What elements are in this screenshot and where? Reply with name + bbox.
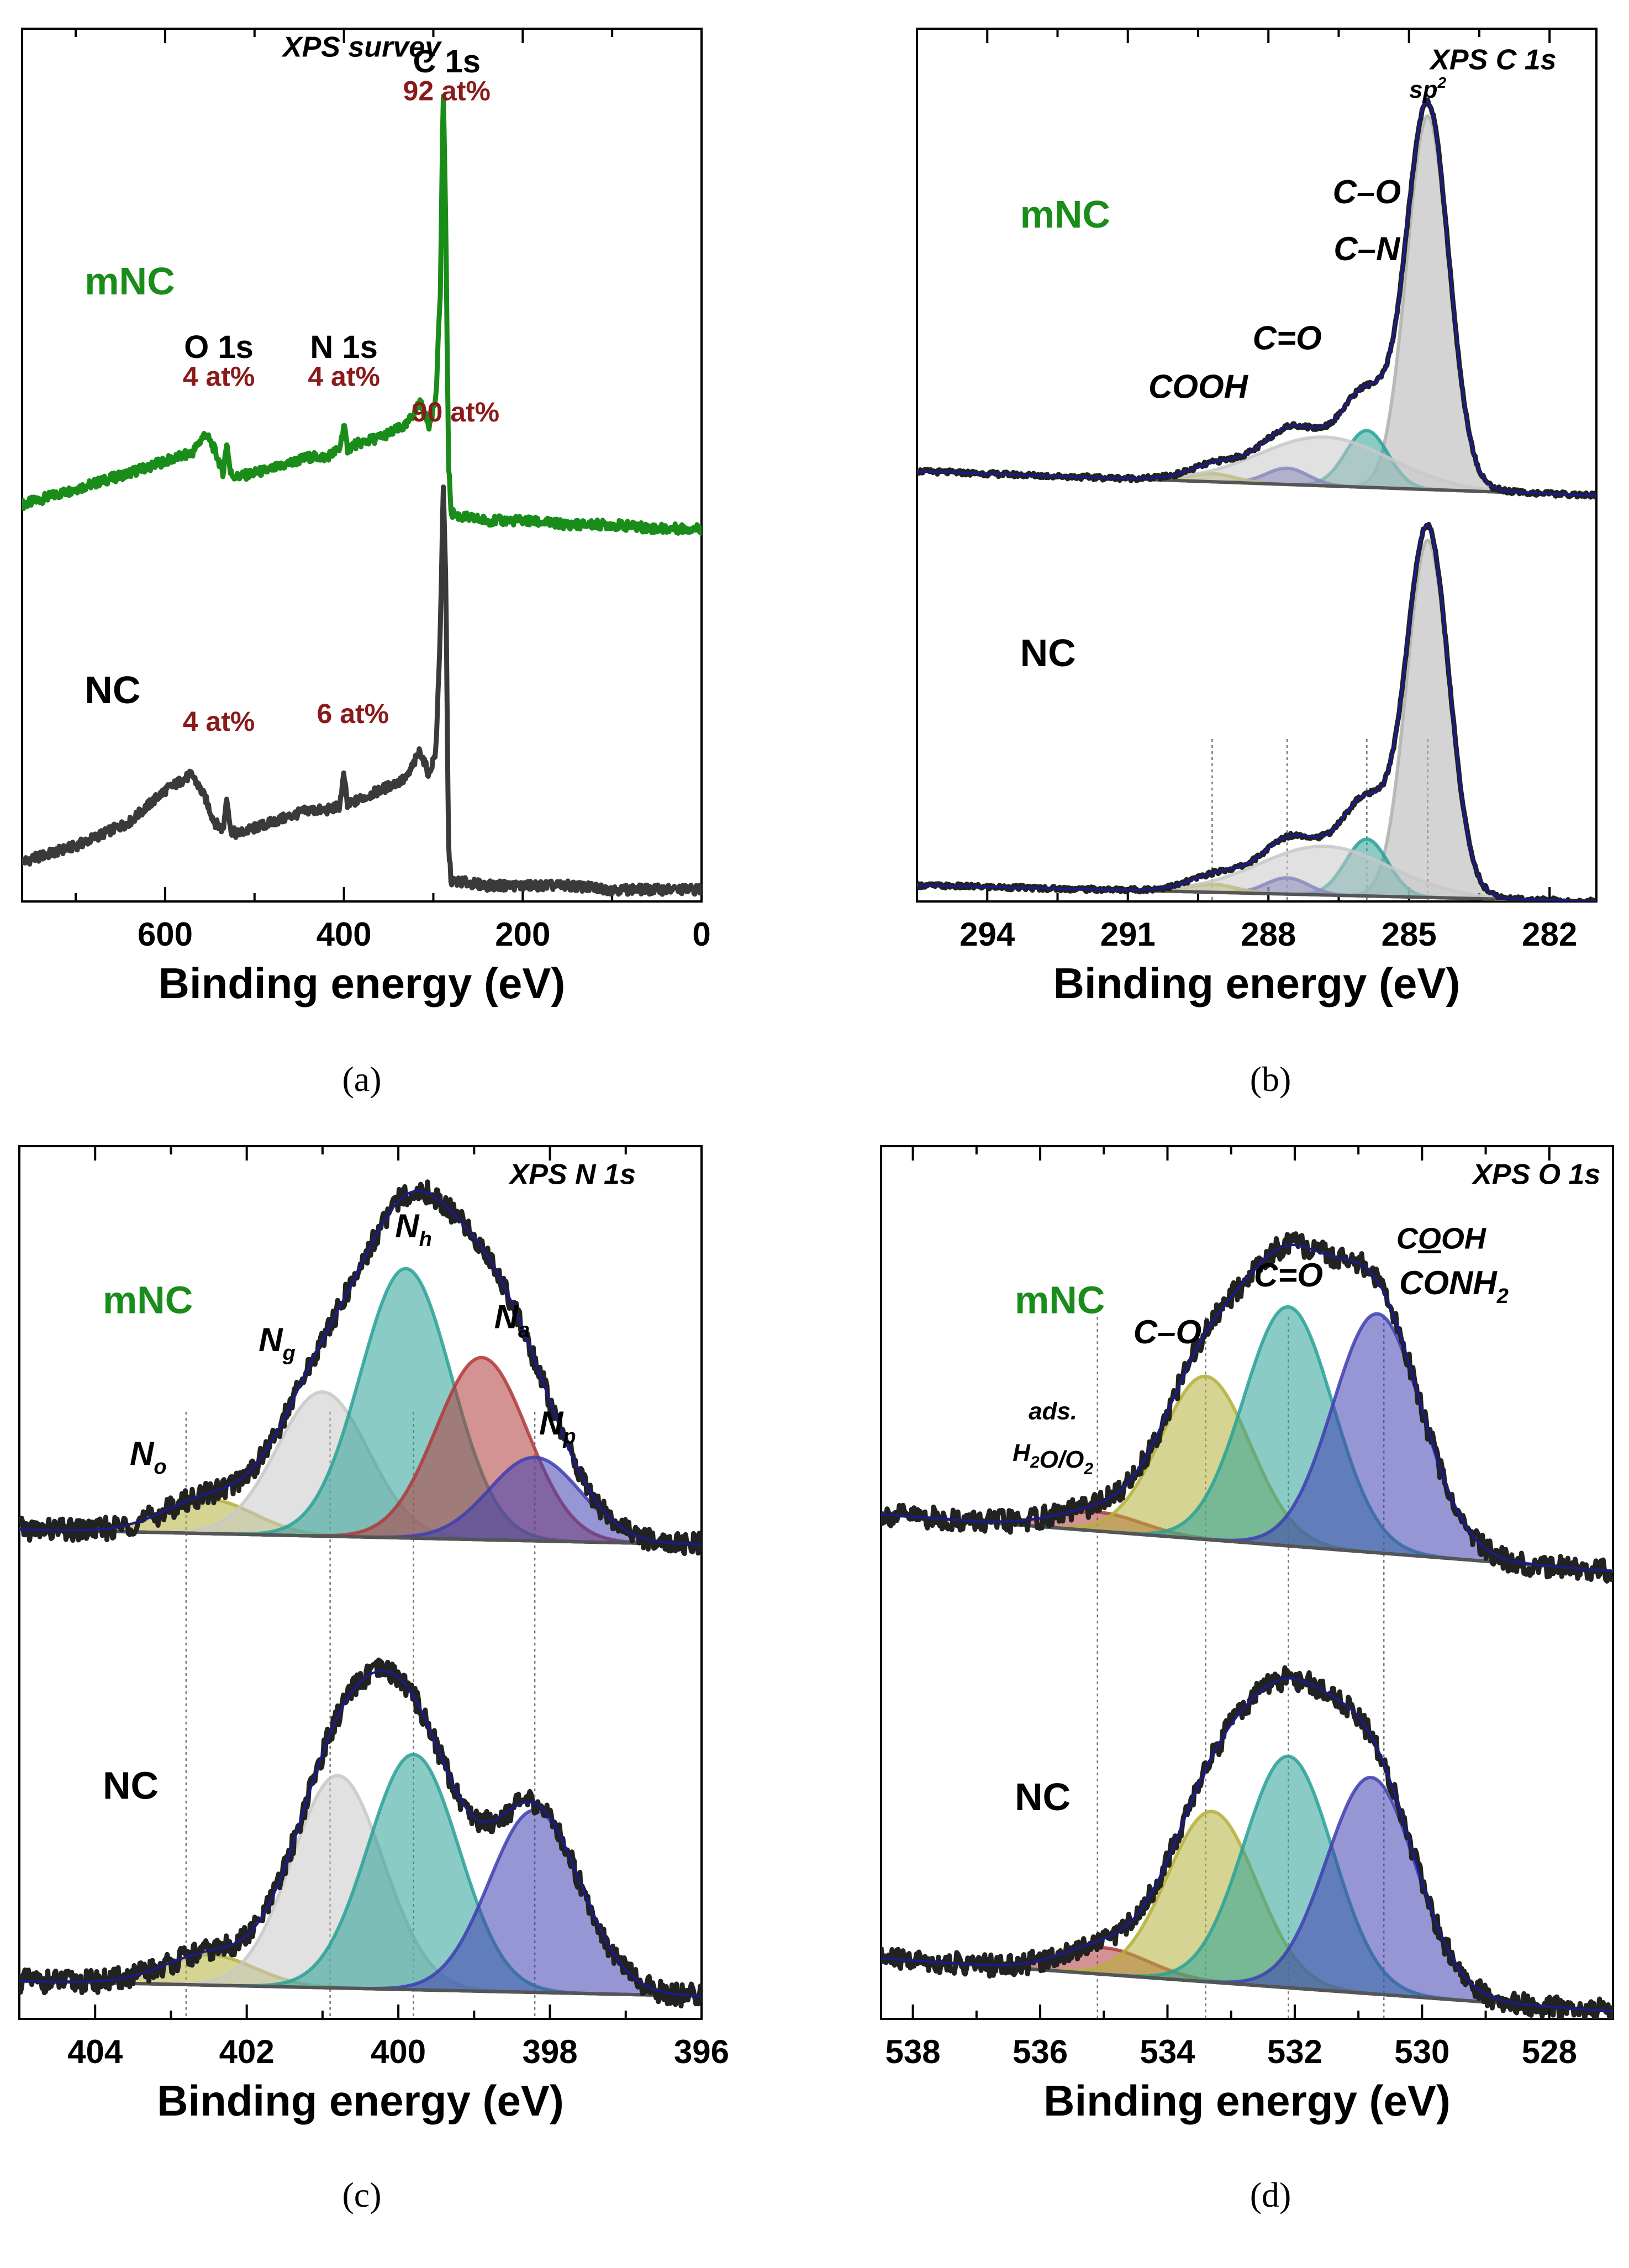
x-axis-label: Binding energy (eV) [1053,959,1461,1008]
plot-area [22,93,702,897]
x-tick-label: 528 [1522,2033,1577,2070]
annotation-o1s-mnc: 4 at% [183,361,255,392]
annotation-o1s-nc: 4 at% [183,706,255,737]
annotation-c-o: C–O [1134,1314,1201,1351]
x-tick-label: 600 [138,916,193,953]
x-axis-label: Binding energy (eV) [1043,2076,1451,2125]
x-tick-label: 538 [885,2033,941,2070]
annotation-label-nc: NC [1015,1775,1071,1818]
annotation-title: XPS C 1s [1428,44,1556,76]
raw-spectrum-NC [19,1657,702,2009]
annotation-c1s: C 1s [413,44,481,80]
fit-envelope-mNC [917,99,1596,497]
annotation-cn: C–N [1333,230,1401,267]
x-tick-label: 536 [1013,2033,1068,2070]
annotation-conh2: CONH2 [1399,1264,1509,1308]
plot-frame [21,28,703,903]
x-tick-label: 400 [371,2033,426,2070]
plot-frame [880,1145,1614,2020]
raw-spectrum-NC [917,521,1596,901]
x-axis-label: Binding energy (eV) [157,2076,564,2125]
x-tick-label: 398 [523,2033,578,2070]
fit-envelope-NC [917,524,1596,901]
annotation-c=o: C=O [1254,1257,1323,1294]
annotation-c1s-mnc: 92 at% [403,75,491,106]
panel-caption: (a) [342,1059,381,1099]
annotation-cooh: COOH [1148,368,1249,405]
component-sp2 [917,114,1596,498]
series-NC [22,484,702,897]
x-tick-label: 291 [1100,916,1156,953]
annotation-label-mnc: mNC [1015,1278,1105,1321]
x-tick-label: 294 [960,916,1015,953]
annotation-label-nc: NC [103,1764,159,1807]
x-tick-label: 534 [1140,2033,1195,2070]
annotation-co: C–O [1333,173,1401,210]
x-tick-label: 532 [1267,2033,1322,2070]
annotation-c=o: C=O [1253,320,1322,357]
annotation-label-nc: NC [1020,631,1076,674]
component-C=O [881,1305,1613,1573]
x-tick-label: 288 [1241,916,1296,953]
panel-b: 294 291 288 285 282 Binding energy (eV) (b) XPS… [916,28,1598,1099]
annotation-cooh: COOH [1396,1222,1486,1255]
series-mNC [22,93,702,536]
annotation-label-mnc: mNC [103,1278,193,1321]
annotation-no: No [130,1435,167,1479]
annotation-title: XPS survey [281,31,442,63]
x-tick-label: 404 [67,2033,123,2070]
x-tick-label: 396 [674,2033,729,2070]
annotation-h2o: H2O/O2 [1013,1439,1093,1478]
annotation-n1s-mnc: 4 at% [308,361,380,392]
annotation-label-nc: NC [85,668,140,711]
annotation-title: XPS O 1s [1471,1159,1600,1191]
fit-envelope-mNC [881,1244,1613,1573]
annotation-sp2: sp2 [1409,74,1446,103]
panel-c: 404 402 400 398 396 Binding energy (eV) (c) XPS… [18,1145,729,2214]
annotation-title: XPS N 1s [508,1159,636,1191]
plot-frame [916,28,1598,903]
panel-a: 600 400 200 0 Binding energy (eV) (a) XPS surv… [21,28,711,1099]
fit-envelope-mNC [19,1189,702,1546]
fit-envelope-NC [881,1677,1613,2013]
x-tick-label: 530 [1394,2033,1449,2070]
annotation-label-mnc: mNC [85,260,175,303]
annotation-o1s: O 1s [184,329,254,365]
annotation-ads: ads. [1029,1398,1077,1425]
annotation-n1s: N 1s [310,329,378,365]
panel-d: 538 536 534 532 530 528 Binding energy (eV) (d)… [880,1145,1614,2214]
raw-spectrum-mNC [917,97,1596,500]
annotation-ng: Ng [259,1321,296,1365]
annotation-np: Np [539,1405,576,1448]
fit-envelope-NC [19,1670,702,1997]
annotation-na: Na [494,1299,530,1342]
annotation-c1s-nc: 90 at% [412,397,499,428]
component-sp2 [917,538,1596,901]
panel-caption: (c) [342,2175,381,2214]
x-axis-label: Binding energy (eV) [159,959,566,1008]
x-tick-label: 200 [495,916,550,953]
plot-frame [18,1145,703,2020]
panel-caption: (b) [1250,1059,1291,1099]
plot-area [917,97,1596,901]
annotation-nh: Nh [395,1207,432,1251]
x-tick-label: 400 [317,916,372,953]
annotation-label-mnc: mNC [1020,193,1110,236]
plot-area [881,1231,1613,2019]
panel-caption: (d) [1250,2175,1291,2214]
x-tick-label: 402 [219,2033,275,2070]
plot-area [19,1179,702,2019]
x-tick-label: 0 [692,916,710,953]
annotation-n1s-nc: 6 at% [317,698,389,729]
x-tick-label: 282 [1522,916,1577,953]
x-tick-label: 285 [1382,916,1437,953]
